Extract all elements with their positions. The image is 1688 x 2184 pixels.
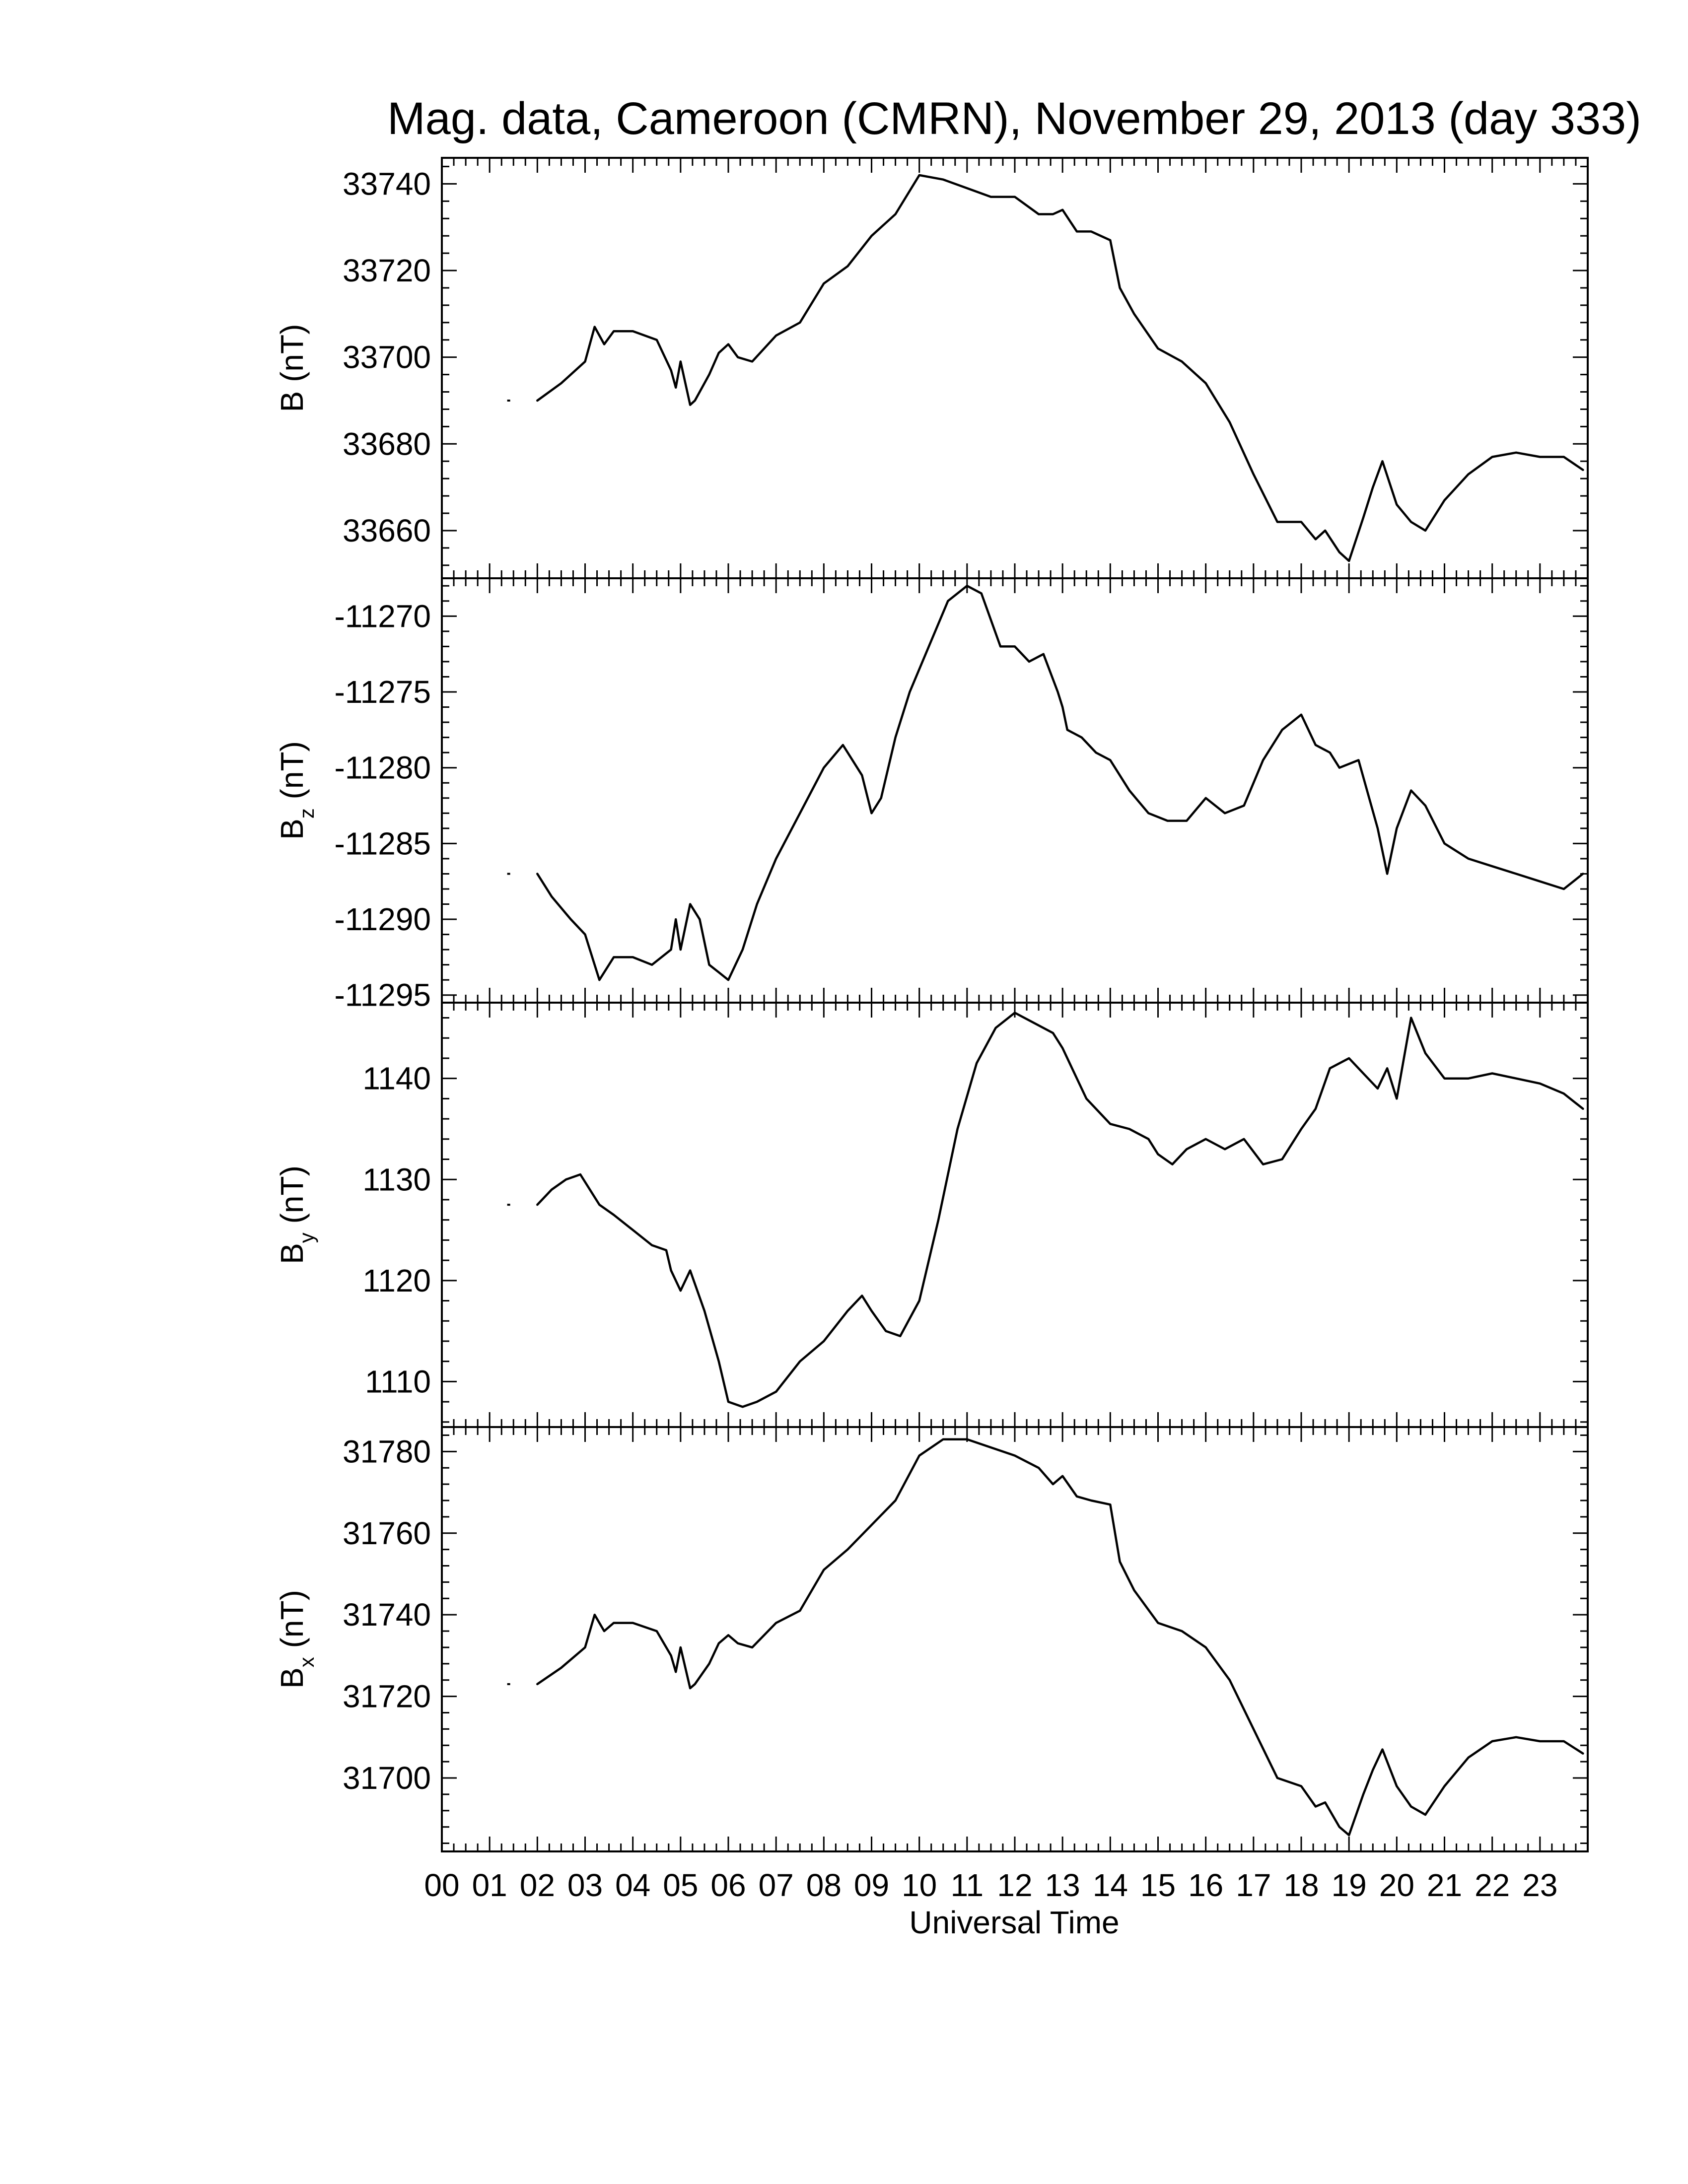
panel-Bz-y-tick-label: -11275 — [334, 674, 431, 710]
panel-By-y-tick-label: 1140 — [362, 1061, 431, 1096]
panel-Bx-y-label-unit: (nT) — [274, 1590, 310, 1657]
x-tick-label: 21 — [1427, 1867, 1462, 1903]
panel-By-y-tick-label: 1120 — [362, 1263, 431, 1298]
chart-title: Mag. data, Cameroon (CMRN), November 29,… — [387, 93, 1641, 144]
time-axis: 00 01 02 03 04 05 06 07 08 09 10 11 12 13 14 15 16 17 18 19… — [424, 1867, 1557, 1903]
x-tick-label: 10 — [902, 1867, 937, 1903]
panel-Bx-y-tick-label: 31740 — [343, 1597, 431, 1633]
panel-B: 33660 33680 33700 33720 33740 B (nT) — [274, 157, 1589, 579]
x-tick-label: 08 — [806, 1867, 842, 1903]
x-tick-label: 16 — [1188, 1867, 1223, 1903]
x-tick-label: 22 — [1475, 1867, 1510, 1903]
panel-Bz-series-line — [536, 585, 1584, 981]
panel-B-y-tick-label: 33700 — [343, 340, 431, 375]
panel-Bz: -11295 -11290 -11285 -11280 -11275 -11270 Bz (… — [274, 577, 1589, 1013]
panel-Bx-y-tick-label: 31720 — [343, 1679, 431, 1714]
panel-Bz-y-label-unit: (nT) — [274, 741, 310, 808]
x-tick-label: 20 — [1379, 1867, 1414, 1903]
panel-Bx: 31700 31720 31740 31760 31780 Bx (nT) — [274, 1426, 1589, 1852]
panel-Bz-y-tick-label: -11280 — [334, 750, 431, 786]
panel-B-series-line — [536, 174, 1584, 562]
panel-B-y-tick-label: 33680 — [343, 426, 431, 462]
panel-Bx-y-label-sub: x — [295, 1657, 318, 1667]
panel-Bz-y-label-sub: z — [295, 808, 318, 819]
panel-B-y-axis-label: B (nT) — [274, 324, 310, 412]
panel-By-y-label-sub: y — [295, 1232, 318, 1243]
x-tick-label: 09 — [854, 1867, 889, 1903]
x-tick-label: 00 — [424, 1867, 459, 1903]
panel-Bz-y-tick-label: -11270 — [334, 598, 431, 634]
x-tick-label: 06 — [710, 1867, 746, 1903]
panel-Bx-y-tick-label: 31760 — [343, 1515, 431, 1551]
panel-B-y-tick-label: 33660 — [343, 513, 431, 548]
panel-Bx-y-tick-label: 31780 — [343, 1433, 431, 1469]
x-tick-label: 15 — [1140, 1867, 1176, 1903]
x-tick-label: 07 — [759, 1867, 794, 1903]
panel-Bz-y-tick-label: -11285 — [334, 825, 431, 861]
x-tick-label: 14 — [1093, 1867, 1128, 1903]
panel-B-y-tick-label: 33720 — [343, 253, 431, 288]
panel-Bz-y-tick-label: -11290 — [334, 901, 431, 937]
panel-By-y-axis-label: By (nT) — [274, 1165, 318, 1264]
panel-Bx-series-line — [536, 1438, 1584, 1837]
x-tick-label: 18 — [1283, 1867, 1319, 1903]
x-tick-label: 12 — [997, 1867, 1032, 1903]
panel-Bz-y-axis-label: Bz (nT) — [274, 741, 318, 840]
panel-B-y-label-unit: (nT) — [274, 324, 310, 391]
x-tick-label: 23 — [1522, 1867, 1557, 1903]
panel-By-y-tick-label: 1130 — [362, 1161, 431, 1197]
x-tick-label: 13 — [1045, 1867, 1080, 1903]
x-tick-label: 11 — [951, 1867, 984, 1903]
panel-Bz-y-tick-label: -11295 — [334, 977, 431, 1013]
panel-Bx-y-tick-label: 31700 — [343, 1760, 431, 1796]
x-tick-label: 03 — [567, 1867, 603, 1903]
panel-By-y-label-unit: (nT) — [274, 1165, 310, 1232]
panel-Bx-y-axis-label: Bx (nT) — [274, 1590, 318, 1689]
x-tick-label: 02 — [520, 1867, 555, 1903]
x-axis-label: Universal Time — [909, 1905, 1119, 1940]
panel-Bx-y-label-main: B — [274, 1667, 310, 1689]
x-tick-label: 05 — [663, 1867, 698, 1903]
panel-By-y-tick-label: 1110 — [365, 1364, 431, 1399]
panel-Bz-y-label-main: B — [274, 819, 310, 840]
panel-By-series-line — [536, 1012, 1584, 1408]
x-tick-label: 17 — [1236, 1867, 1271, 1903]
x-tick-label: 19 — [1332, 1867, 1367, 1903]
x-tick-label: 01 — [472, 1867, 507, 1903]
panel-B-y-label-main: B — [274, 391, 310, 412]
panel-B-y-tick-label: 33740 — [343, 166, 431, 202]
x-tick-label: 04 — [615, 1867, 650, 1903]
panel-By-y-label-main: B — [274, 1243, 310, 1264]
